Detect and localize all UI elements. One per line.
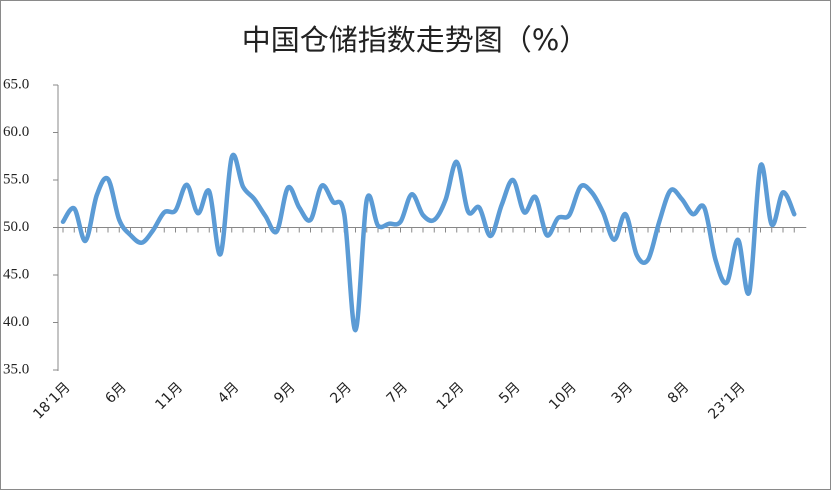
chart-title: 中国仓储指数走势图（%） [242,23,589,57]
y-tick-label: 65.0 [3,76,29,92]
y-tick-label: 50.0 [3,219,29,235]
y-tick-label: 40.0 [3,314,29,330]
y-tick-label: 55.0 [3,171,29,187]
y-tick-label: 60.0 [3,124,29,140]
data-line [60,152,797,333]
y-tick-label: 45.0 [3,266,29,282]
y-tick-label: 35.0 [3,361,29,377]
